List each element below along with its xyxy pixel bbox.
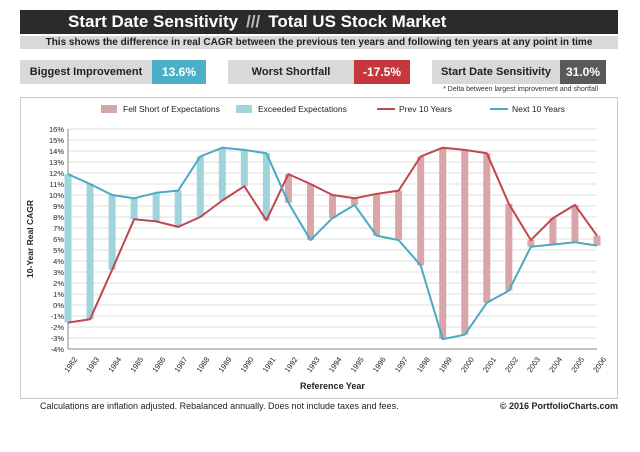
exceeded-bar bbox=[218, 147, 226, 201]
stat-label: Worst Shortfall bbox=[228, 60, 354, 84]
shortfall-bar bbox=[571, 204, 579, 243]
y-tick-label: 15% bbox=[49, 136, 64, 145]
legend-swatch bbox=[101, 105, 117, 113]
legend-swatch bbox=[236, 105, 252, 113]
x-tick-label: 1994 bbox=[327, 355, 344, 374]
title-part-1: Start Date Sensitivity bbox=[68, 12, 239, 31]
chart-title-bar: Start Date Sensitivity /// Total US Stock … bbox=[20, 10, 618, 34]
y-tick-label: -1% bbox=[51, 312, 65, 321]
title-part-2: Total US Stock Market bbox=[268, 12, 447, 31]
y-tick-label: 14% bbox=[49, 147, 64, 156]
shortfall-bar bbox=[373, 193, 381, 236]
x-tick-label: 1990 bbox=[239, 355, 256, 374]
legend-label: Prev 10 Years bbox=[399, 104, 452, 114]
shortfall-bar bbox=[483, 153, 491, 303]
chart-frame: -4% -3% -2% -1% 0% 1% 2% 3% 4% 5% 6% 7% 8% 9% 10% 11% 12… bbox=[20, 97, 618, 399]
x-tick-label: 1996 bbox=[371, 355, 388, 374]
exceeded-bar bbox=[108, 195, 116, 270]
legend-label: Exceeded Expectations bbox=[258, 104, 347, 114]
stat-value: -17.5% bbox=[354, 60, 410, 84]
y-tick-label: -4% bbox=[51, 345, 65, 354]
y-tick-label: 5% bbox=[53, 246, 64, 255]
chart-subtitle: This shows the difference in real CAGR b… bbox=[20, 36, 618, 49]
y-tick-label: 3% bbox=[53, 268, 64, 277]
shortfall-bar bbox=[417, 156, 425, 266]
exceeded-bar bbox=[174, 190, 182, 227]
x-tick-label: 1982 bbox=[62, 355, 79, 374]
x-tick-label: 1987 bbox=[172, 355, 189, 374]
x-tick-label: 1997 bbox=[393, 355, 410, 374]
exceeded-bar bbox=[152, 192, 160, 222]
stat-value: 13.6% bbox=[152, 60, 206, 84]
shortfall-bar bbox=[505, 203, 513, 291]
prev-10-years-line bbox=[67, 146, 598, 324]
shortfall-bar bbox=[395, 190, 403, 241]
exceeded-bar bbox=[262, 153, 270, 221]
delta-footnote: * Delta between largest improvement and … bbox=[443, 86, 598, 93]
stat-label: Biggest Improvement bbox=[20, 60, 152, 84]
shortfall-bar bbox=[549, 218, 557, 245]
x-tick-label: 1989 bbox=[217, 355, 234, 374]
x-tick-label: 1992 bbox=[283, 355, 300, 374]
exceeded-bar bbox=[86, 184, 94, 320]
y-axis-title: 10-Year Real CAGR bbox=[25, 200, 35, 278]
y-tick-label: 7% bbox=[53, 224, 64, 233]
x-tick-label: 1985 bbox=[128, 355, 145, 374]
next-10-years-line bbox=[67, 146, 598, 341]
y-tick-label: 1% bbox=[53, 290, 64, 299]
shortfall-bar bbox=[439, 147, 447, 340]
exceeded-bar bbox=[64, 174, 72, 323]
y-tick-label: -2% bbox=[51, 323, 65, 332]
shortfall-bar bbox=[306, 184, 314, 241]
legend-label: Next 10 Years bbox=[512, 104, 565, 114]
chart-svg: -4% -3% -2% -1% 0% 1% 2% 3% 4% 5% 6% 7% 8% 9% 10% 11% 12… bbox=[25, 104, 608, 391]
shortfall-bar bbox=[593, 235, 601, 246]
x-tick-label: 1983 bbox=[84, 355, 101, 374]
x-tick-label: 1995 bbox=[349, 355, 366, 374]
stat-value: 31.0% bbox=[560, 60, 606, 84]
x-tick-label: 2006 bbox=[591, 355, 608, 374]
x-tick-label: 2001 bbox=[481, 355, 498, 374]
x-tick-label: 2003 bbox=[525, 355, 542, 374]
x-tick-label: 1988 bbox=[195, 355, 212, 374]
x-tick-label: 1984 bbox=[106, 355, 123, 374]
shortfall-bar bbox=[284, 174, 292, 203]
y-tick-label: 12% bbox=[49, 169, 64, 178]
y-tick-label: 2% bbox=[53, 279, 64, 288]
title-separator: /// bbox=[246, 12, 261, 31]
exceeded-bar bbox=[240, 149, 248, 187]
y-tick-label: 0% bbox=[53, 301, 64, 310]
x-tick-label: 1991 bbox=[261, 355, 278, 374]
x-axis-title: Reference Year bbox=[300, 381, 365, 391]
legend-label: Fell Short of Expectations bbox=[123, 104, 220, 114]
x-tick-label: 2005 bbox=[569, 355, 586, 374]
x-tick-label: 2000 bbox=[459, 355, 476, 374]
y-tick-label: 9% bbox=[53, 202, 64, 211]
x-tick-label: 1999 bbox=[437, 355, 454, 374]
y-tick-label: 6% bbox=[53, 235, 64, 244]
x-tick-label: 1993 bbox=[305, 355, 322, 374]
y-tick-label: 11% bbox=[50, 180, 65, 189]
shortfall-bar bbox=[461, 149, 469, 335]
y-tick-label: 8% bbox=[53, 213, 64, 222]
stat-label: Start Date Sensitivity bbox=[432, 60, 560, 84]
x-tick-label: 1998 bbox=[415, 355, 432, 374]
shortfall-bar bbox=[527, 240, 535, 247]
x-tick-label: 2002 bbox=[503, 355, 520, 374]
shortfall-bar bbox=[351, 198, 359, 205]
x-tick-label: 1986 bbox=[150, 355, 167, 374]
y-tick-label: 10% bbox=[49, 191, 64, 200]
exceeded-bar bbox=[196, 156, 204, 217]
x-tick-label: 2004 bbox=[547, 355, 564, 374]
exceeded-bar bbox=[130, 198, 138, 220]
y-tick-label: 16% bbox=[49, 125, 64, 134]
footer-disclaimer: Calculations are inflation adjusted. Reb… bbox=[40, 401, 399, 411]
shortfall-bar bbox=[329, 195, 336, 219]
y-tick-label: 13% bbox=[49, 158, 64, 167]
y-tick-label: 4% bbox=[53, 257, 64, 266]
y-tick-label: -3% bbox=[51, 334, 65, 343]
footer-copyright: © 2016 PortfolioCharts.com bbox=[499, 401, 618, 411]
